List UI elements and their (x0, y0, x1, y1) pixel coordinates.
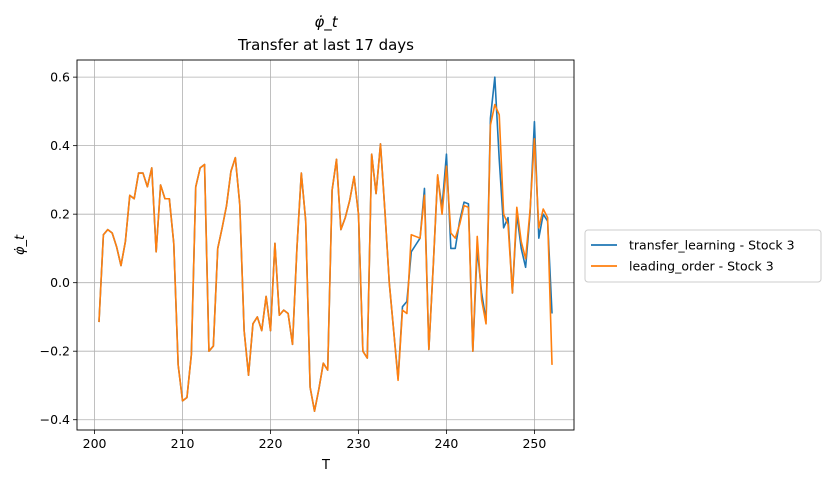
series-line-2 (98, 103, 553, 412)
x-axis-label: T (321, 458, 330, 473)
chart-subtitle: Transfer at last 17 days (237, 36, 414, 54)
x-tick-label: 200 (83, 436, 107, 451)
x-tick-label: 240 (435, 436, 459, 451)
x-axis: 200 210 220 230 240 250 (83, 430, 546, 451)
y-tick-label: 0.4 (50, 138, 70, 153)
x-tick-label: 230 (347, 436, 371, 451)
series-line-1 (98, 76, 553, 412)
y-tick-label: −0.2 (40, 344, 70, 359)
x-tick-label: 250 (522, 436, 546, 451)
x-tick-label: 220 (259, 436, 283, 451)
plot-frame (76, 59, 575, 431)
y-axis-label: φ̇_t (13, 234, 28, 255)
y-tick-label: −0.4 (40, 412, 70, 427)
series-layer (98, 76, 553, 412)
legend: transfer_learning - Stock 3 leading_order… (584, 229, 822, 283)
y-tick-label: 0.2 (50, 207, 70, 222)
chart-title: φ̇_t (314, 13, 338, 32)
y-axis: −0.4 −0.2 0.0 0.2 0.4 0.6 (40, 70, 77, 427)
legend-box (584, 229, 822, 283)
x-tick-label: 210 (171, 436, 195, 451)
y-tick-label: 0.6 (50, 70, 70, 85)
legend-entry: transfer_learning - Stock 3 (629, 238, 795, 253)
legend-entry: leading_order - Stock 3 (629, 259, 774, 274)
y-tick-label: 0.0 (50, 275, 70, 290)
